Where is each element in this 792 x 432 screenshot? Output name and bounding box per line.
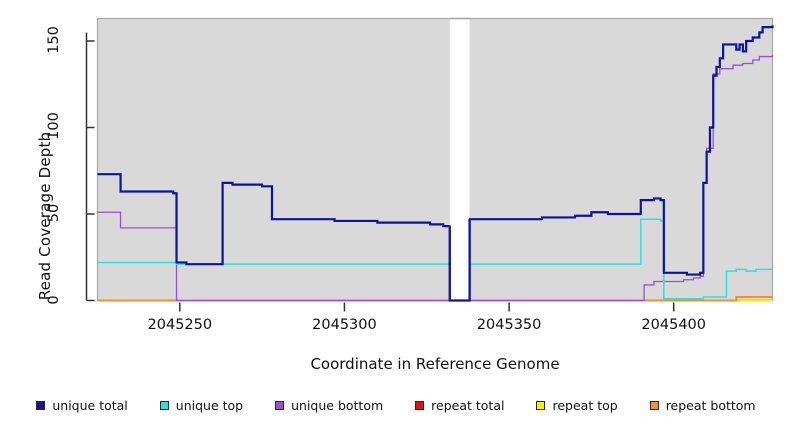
x-tick-label-3: 2045400	[641, 316, 707, 333]
x-axis-title: Coordinate in Reference Genome	[310, 355, 560, 373]
legend-swatch-icon	[275, 401, 285, 410]
legend-item-unique-top[interactable]: unique top	[159, 398, 244, 413]
legend-item-unique-bottom[interactable]: unique bottom	[275, 398, 383, 413]
legend-swatch-icon	[36, 401, 46, 410]
y-tick-label-1: 50	[45, 203, 62, 223]
series-line-unique-top	[97, 218, 773, 302]
legend-label: unique bottom	[291, 398, 384, 413]
x-tick-label-2: 2045350	[476, 316, 542, 333]
x-tick-label-0: 2045250	[147, 316, 213, 333]
series-gap-walls-unique-total	[448, 219, 471, 302]
legend-item-repeat-bottom[interactable]: repeat bottom	[649, 398, 756, 413]
series-line-unique-bottom	[97, 54, 774, 302]
legend-swatch-icon	[536, 401, 546, 410]
legend-label: repeat total	[431, 398, 505, 413]
legend-label: unique total	[52, 398, 128, 413]
legend-label: repeat top	[552, 398, 618, 413]
chart-legend: unique total unique top unique bottom repea…	[0, 398, 792, 413]
legend-swatch-icon	[159, 401, 169, 410]
x-tick-label-1: 2045300	[312, 316, 377, 333]
legend-item-repeat-top[interactable]: repeat top	[536, 398, 618, 413]
y-tick-label-0: 0	[45, 294, 62, 305]
legend-item-repeat-total[interactable]: repeat total	[415, 398, 504, 413]
legend-item-unique-total[interactable]: unique total	[36, 398, 128, 413]
legend-label: unique top	[175, 398, 244, 413]
plot-panel-background	[97, 18, 773, 301]
coverage-gap-overlay	[450, 19, 469, 301]
legend-swatch-icon	[415, 401, 425, 410]
legend-label: repeat bottom	[665, 398, 756, 413]
y-tick-label-2: 100	[45, 112, 62, 141]
series-line-unique-total	[97, 25, 774, 301]
legend-swatch-icon	[649, 401, 659, 410]
y-tick-label-3: 150	[45, 26, 62, 54]
